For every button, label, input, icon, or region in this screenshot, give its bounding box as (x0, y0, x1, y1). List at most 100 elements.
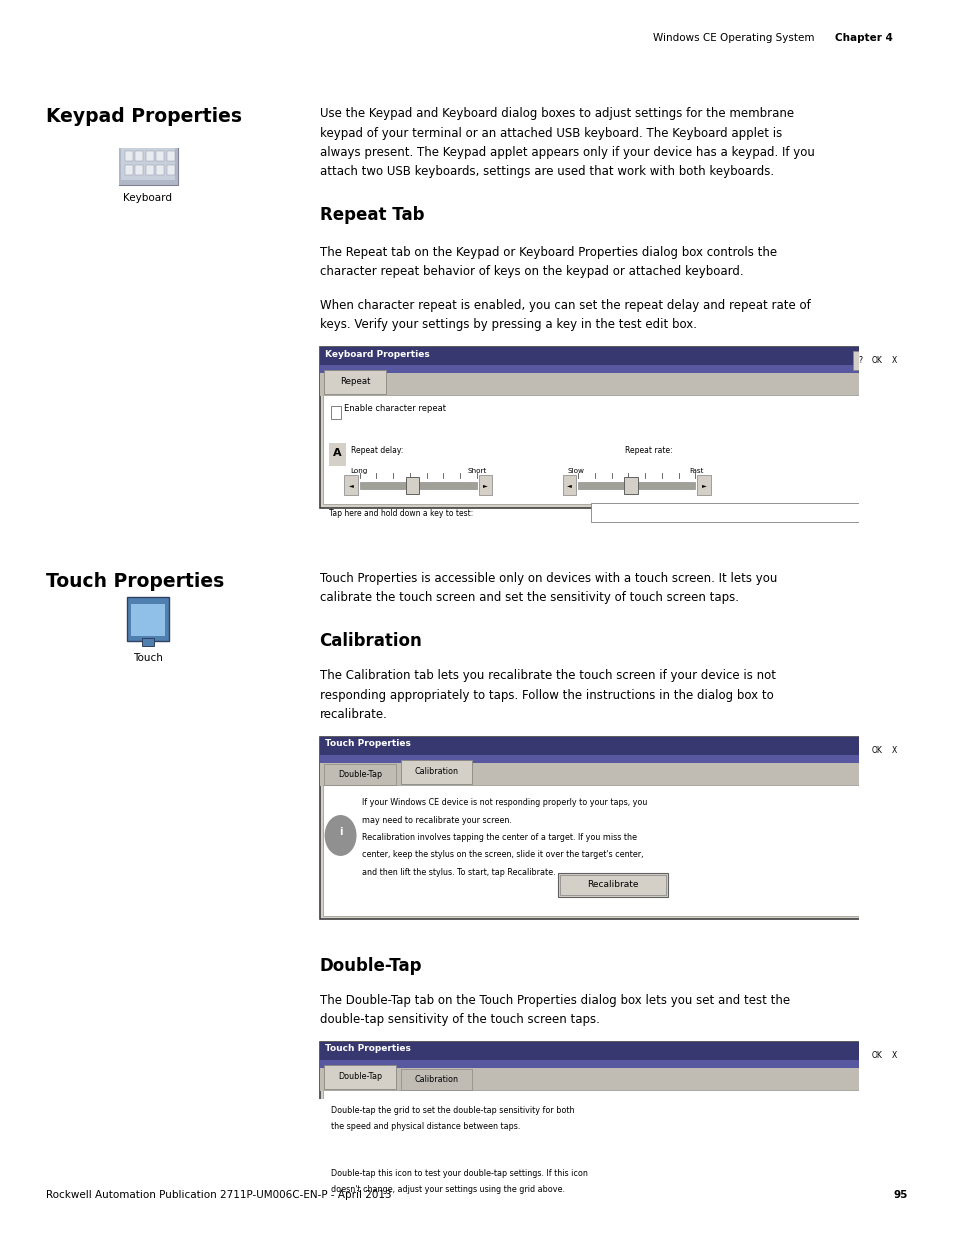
Bar (121, 146, 174, 180)
Bar (855, 1100, 860, 1107)
Bar (853, 1161, 859, 1170)
Bar (846, 1161, 853, 1170)
Text: ?: ? (857, 356, 862, 366)
Bar (850, 1119, 855, 1125)
Bar (886, 1045, 901, 1065)
Bar (859, 1170, 865, 1177)
Text: Calibration: Calibration (414, 1076, 458, 1084)
Bar (841, 1177, 846, 1186)
Bar (841, 1107, 845, 1113)
Text: When character repeat is enabled, you can set the repeat delay and repeat rate o: When character repeat is enabled, you ca… (319, 299, 809, 312)
Text: Repeat Tab: Repeat Tab (319, 206, 424, 225)
Bar (319, 372, 905, 396)
Text: X: X (891, 746, 896, 755)
Bar (846, 1186, 853, 1193)
Bar (841, 1161, 846, 1170)
Text: Repeat: Repeat (340, 378, 370, 387)
Text: calibrate the touch screen and set the sensitivity of touch screen taps.: calibrate the touch screen and set the s… (319, 590, 738, 604)
Bar (846, 1170, 853, 1177)
Bar (860, 1107, 864, 1113)
Bar (591, 503, 858, 522)
Text: center, keep the stylus on the screen, slide it over the target's center,: center, keep the stylus on the screen, s… (361, 850, 642, 860)
Bar (886, 740, 901, 760)
Circle shape (325, 815, 355, 855)
Bar (869, 351, 883, 370)
Bar (841, 1125, 845, 1131)
Bar (156, 151, 164, 161)
Text: OK: OK (871, 356, 882, 366)
Bar (319, 736, 905, 762)
Bar (869, 1045, 883, 1065)
Bar (135, 151, 143, 161)
Bar (841, 1100, 845, 1107)
Text: Short: Short (467, 468, 486, 474)
Bar (319, 1060, 905, 1067)
Bar (859, 1177, 865, 1186)
Bar (845, 1113, 850, 1119)
Bar (319, 366, 905, 373)
Text: may need to recalibrate your screen.: may need to recalibrate your screen. (361, 815, 511, 825)
Text: Keyboard: Keyboard (123, 193, 172, 203)
Bar (323, 1089, 902, 1220)
Bar (135, 165, 143, 175)
Bar (146, 151, 153, 161)
Text: i: i (338, 826, 342, 837)
Bar (478, 475, 492, 495)
Text: Use the Keypad and Keyboard dialog boxes to adjust settings for the membrane: Use the Keypad and Keyboard dialog boxes… (319, 107, 793, 121)
Text: Calibration: Calibration (319, 632, 422, 651)
Bar (323, 395, 902, 504)
Bar (864, 1113, 869, 1119)
Bar (864, 1100, 869, 1107)
Text: Windows CE Operating System: Windows CE Operating System (653, 33, 814, 43)
Text: the speed and physical distance between taps.: the speed and physical distance between … (331, 1121, 520, 1131)
Bar (167, 165, 174, 175)
Bar (131, 604, 165, 636)
Text: responding appropriately to taps. Follow the instructions in the dialog box to: responding appropriately to taps. Follow… (319, 688, 773, 701)
Text: 95: 95 (893, 1191, 907, 1200)
Text: Recalibrate: Recalibrate (587, 881, 638, 889)
Bar (860, 1119, 864, 1125)
Bar (841, 1161, 865, 1193)
Text: Touch Properties: Touch Properties (46, 572, 224, 590)
Text: Calibration: Calibration (414, 767, 458, 776)
Bar (852, 351, 866, 370)
Text: OK: OK (871, 746, 882, 755)
Text: X: X (891, 356, 896, 366)
Bar (400, 760, 472, 783)
Text: always present. The Keypad applet appears only if your device has a keypad. If y: always present. The Keypad applet appear… (319, 146, 814, 159)
Bar (845, 1100, 850, 1107)
Bar (319, 761, 905, 785)
Text: Double-Tap: Double-Tap (319, 956, 421, 974)
Text: Touch: Touch (132, 653, 163, 663)
Bar (855, 1125, 860, 1131)
Bar (319, 347, 905, 508)
Bar (850, 1125, 855, 1131)
Text: Slow: Slow (567, 468, 584, 474)
Text: A: A (333, 448, 342, 458)
Text: If your Windows CE device is not responding properly to your taps, you: If your Windows CE device is not respond… (361, 798, 646, 808)
Bar (864, 1107, 869, 1113)
Text: Enable character repeat: Enable character repeat (344, 404, 446, 414)
Bar (864, 1131, 869, 1137)
Text: Repeat delay:: Repeat delay: (351, 446, 403, 454)
Bar (864, 1125, 869, 1131)
Bar (344, 475, 357, 495)
Bar (855, 1113, 860, 1119)
Text: ►: ► (701, 483, 705, 488)
Bar (850, 1131, 855, 1137)
Text: Double-tap this icon to test your double-tap settings. If this icon: Double-tap this icon to test your double… (331, 1168, 587, 1178)
Bar (841, 1170, 846, 1177)
Bar (860, 1100, 864, 1107)
Bar (841, 1131, 845, 1137)
Bar (359, 482, 476, 489)
Bar (324, 763, 395, 784)
Bar (850, 1113, 855, 1119)
Bar (841, 1186, 846, 1193)
Bar (860, 1131, 864, 1137)
Bar (319, 1041, 905, 1224)
Bar (845, 1131, 850, 1137)
Bar (855, 1107, 860, 1113)
Bar (859, 1161, 865, 1170)
Text: Touch Properties: Touch Properties (325, 739, 411, 748)
Text: Repeat rate:: Repeat rate: (624, 446, 672, 454)
